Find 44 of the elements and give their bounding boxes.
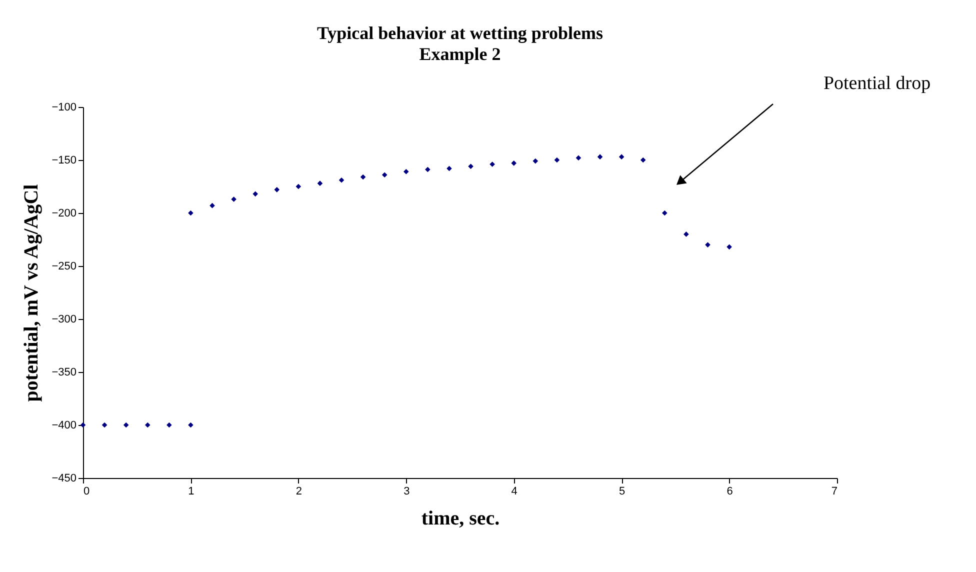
point — [554, 157, 560, 163]
point — [726, 244, 732, 250]
point — [252, 191, 258, 197]
y-tick-label: −450 — [52, 472, 76, 484]
point — [511, 160, 517, 166]
point — [382, 172, 388, 178]
x-tick-label: 1 — [188, 486, 194, 498]
y-tick-label: −300 — [52, 314, 76, 326]
point — [532, 158, 538, 164]
point — [231, 196, 236, 202]
point — [490, 162, 495, 167]
x-tick-label: 4 — [511, 486, 518, 498]
text: Potential drop — [823, 73, 931, 94]
x-tick-label: 6 — [726, 486, 733, 498]
point — [705, 242, 710, 248]
point — [576, 155, 582, 161]
x-tick-label: 7 — [831, 486, 838, 498]
chart-subtitle: Example 2 — [419, 44, 501, 64]
x-tick-label: 0 — [84, 486, 90, 498]
point — [144, 422, 150, 428]
y-tick-label: −200 — [52, 208, 76, 220]
point — [102, 422, 108, 428]
point — [296, 184, 302, 190]
point — [360, 174, 366, 180]
y-tick-label: −100 — [52, 102, 76, 114]
point — [618, 154, 624, 160]
y-axis-title: potential, mV vs Ag/AgCl — [20, 184, 43, 402]
point — [640, 157, 646, 163]
point — [274, 187, 280, 192]
point — [684, 232, 689, 237]
x-tick-label: 3 — [404, 486, 410, 498]
chart-title: Typical behavior at wetting problems — [316, 23, 604, 43]
y-tick-label: −400 — [52, 420, 76, 432]
point — [123, 422, 129, 428]
y-tick-label: −250 — [52, 260, 76, 272]
y-tick-label: −150 — [52, 154, 76, 166]
x-tick-label: 2 — [296, 486, 302, 498]
y-tick-label: −350 — [52, 366, 76, 378]
point — [338, 177, 344, 183]
point — [80, 422, 86, 428]
point — [403, 169, 409, 174]
x-axis-title: time, sec. — [421, 508, 500, 530]
x-tick-label: 5 — [619, 486, 626, 498]
point — [468, 164, 474, 170]
